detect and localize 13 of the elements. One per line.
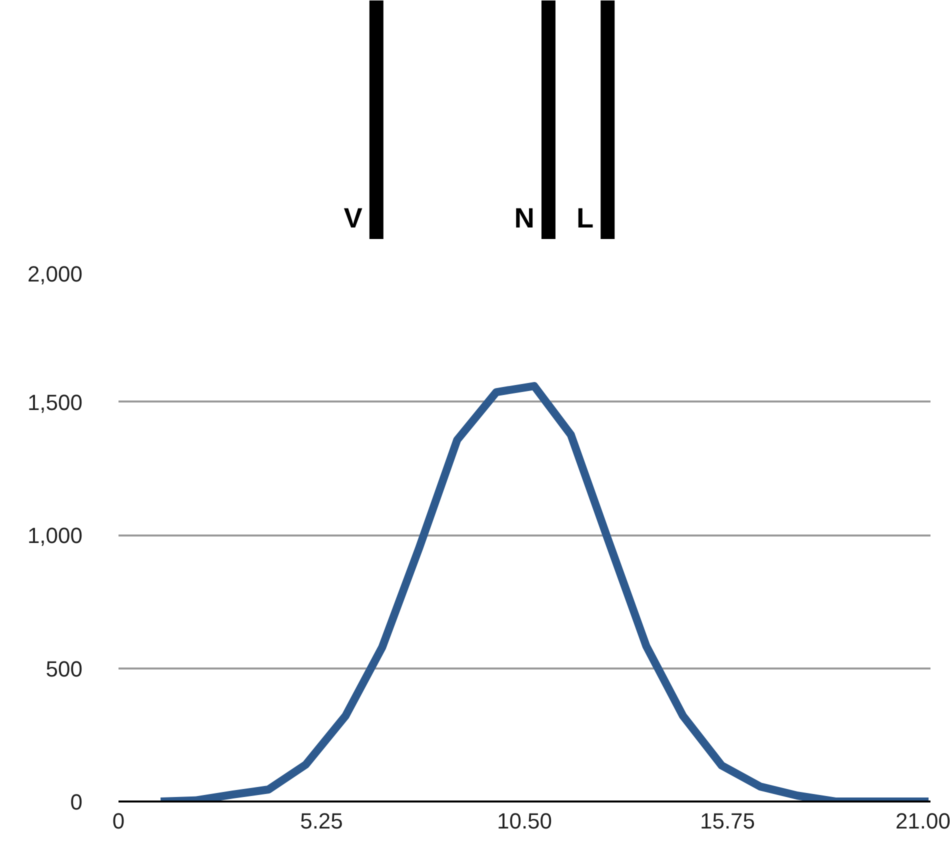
ref-line-label: V [344,202,363,234]
x-tick-label: 21.00 [895,808,950,834]
x-tick-label: 10.50 [496,808,552,834]
y-tick-label: 2,000 [27,262,83,286]
x-tick-label: 5.25 [300,808,343,834]
ref-line-label: N [514,202,534,234]
ref-line-label: L [576,202,594,234]
x-tick-label: 15.75 [700,808,756,834]
y-tick-label: 1,000 [27,523,83,548]
y-tick-label: 500 [46,656,83,682]
x-tick-label: 0 [112,808,125,834]
y-tick-label: 0 [70,790,83,814]
y-tick-label: 1,500 [27,390,83,415]
